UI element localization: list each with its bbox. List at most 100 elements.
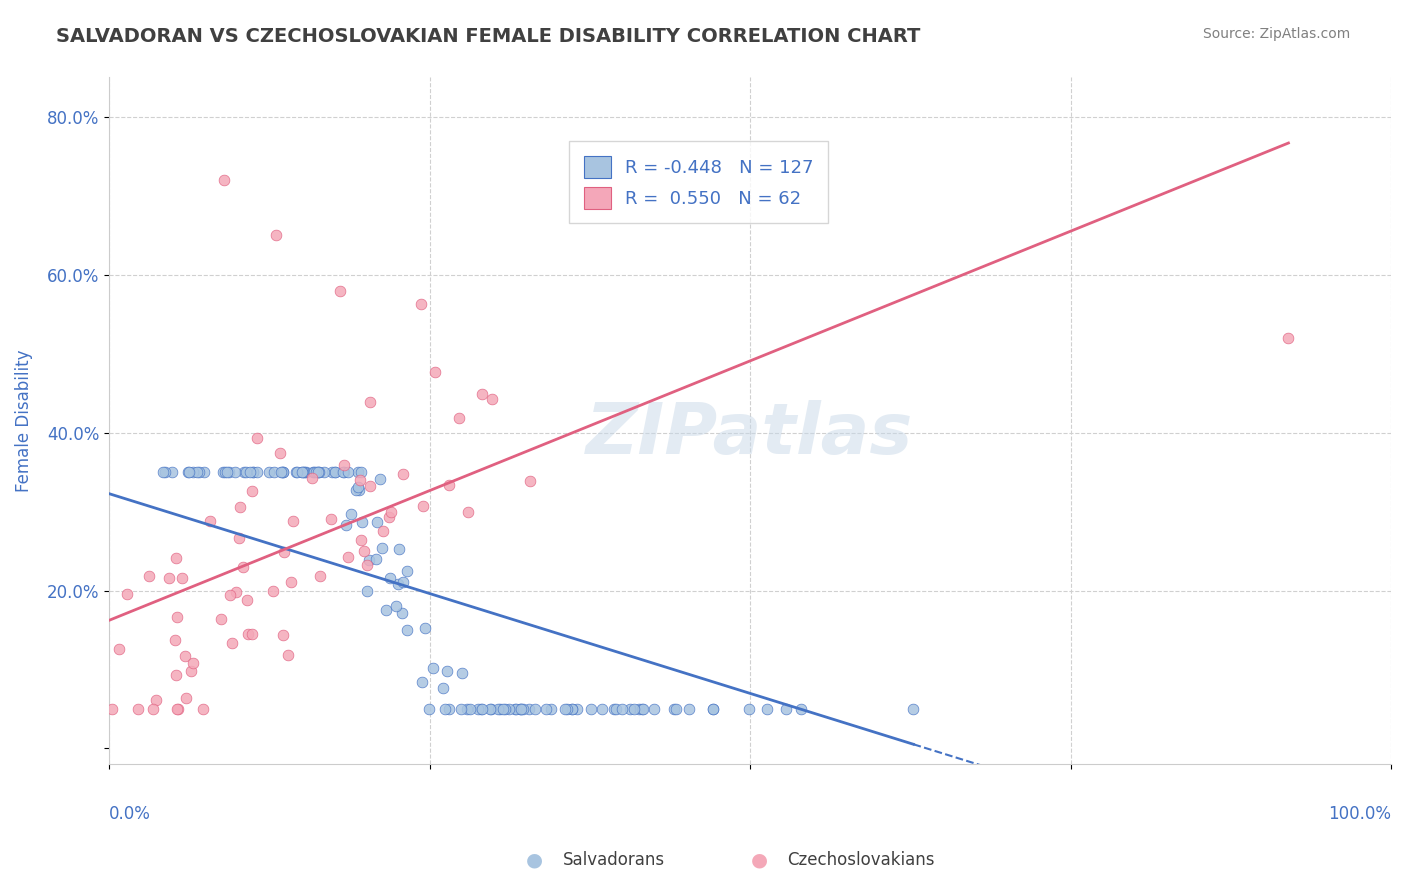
Point [242, 483, 264, 498]
Point [307, 465, 329, 479]
Point [163, 633, 186, 648]
Point [170, 571, 193, 585]
Point [357, 553, 380, 567]
Point [257, 465, 280, 479]
Point [411, 296, 433, 310]
Point [623, 702, 645, 716]
Point [309, 569, 332, 583]
Point [479, 702, 502, 716]
Point [447, 411, 470, 425]
Point [567, 702, 589, 716]
Point [225, 585, 247, 599]
Point [412, 499, 434, 513]
Point [117, 587, 139, 601]
Point [302, 465, 325, 479]
Point [269, 446, 291, 460]
Point [631, 702, 654, 716]
Point [432, 681, 454, 695]
Point [353, 544, 375, 558]
Point [413, 621, 436, 635]
Point [239, 465, 262, 479]
Point [193, 465, 215, 479]
Point [418, 702, 440, 716]
Text: SALVADORAN VS CZECHOSLOVAKIAN FEMALE DISABILITY CORRELATION CHART: SALVADORAN VS CZECHOSLOVAKIAN FEMALE DIS… [56, 27, 921, 45]
Point [411, 674, 433, 689]
Point [218, 588, 240, 602]
Point [561, 702, 583, 716]
Point [285, 465, 308, 479]
Point [242, 465, 264, 479]
Point [336, 550, 359, 565]
Text: 100.0%: 100.0% [1329, 805, 1391, 823]
Text: 0.0%: 0.0% [110, 805, 150, 823]
Point [277, 648, 299, 662]
Point [439, 702, 461, 716]
Point [627, 702, 650, 716]
Point [505, 702, 527, 716]
Point [340, 507, 363, 521]
Point [198, 514, 221, 528]
Point [373, 524, 395, 538]
Point [174, 691, 197, 706]
Point [450, 702, 472, 716]
Point [451, 666, 474, 681]
Point [366, 552, 388, 566]
Text: ●: ● [526, 850, 543, 869]
Point [619, 702, 641, 716]
Point [142, 702, 165, 716]
Point [524, 702, 547, 716]
Point [388, 541, 411, 556]
Point [221, 636, 243, 650]
Point [470, 702, 492, 716]
Point [380, 505, 402, 519]
Point [228, 500, 250, 514]
Point [292, 465, 315, 479]
Point [359, 394, 381, 409]
Point [180, 664, 202, 678]
Point [346, 483, 368, 497]
Point [384, 599, 406, 614]
Point [436, 664, 458, 678]
Point [307, 465, 329, 479]
Point [460, 702, 482, 716]
Point [678, 702, 700, 716]
Point [301, 471, 323, 485]
Point [236, 627, 259, 641]
Point [395, 623, 418, 637]
Text: ●: ● [751, 850, 768, 869]
Point [246, 465, 269, 479]
Point [510, 702, 533, 716]
Point [127, 702, 149, 716]
Point [321, 465, 343, 479]
Point [295, 465, 318, 479]
Point [467, 702, 489, 716]
Point [456, 702, 478, 716]
Point [165, 550, 187, 565]
Point [100, 702, 122, 716]
Point [152, 465, 174, 479]
Point [756, 702, 779, 716]
Point [302, 465, 325, 479]
Point [374, 603, 396, 617]
Point [534, 702, 557, 716]
Point [509, 702, 531, 716]
Point [270, 465, 292, 479]
Text: Czechoslovakians: Czechoslovakians [787, 851, 935, 869]
Point [664, 702, 686, 716]
Point [332, 465, 354, 479]
Point [291, 465, 314, 479]
Point [235, 465, 257, 479]
Point [264, 228, 287, 243]
Point [498, 702, 520, 716]
Point [108, 641, 131, 656]
Point [494, 702, 516, 716]
Point [478, 702, 501, 716]
Point [603, 702, 626, 716]
Point [179, 465, 201, 479]
Point [215, 465, 238, 479]
Point [554, 702, 576, 716]
Point [157, 571, 180, 585]
Point [281, 514, 304, 528]
Point [396, 564, 419, 578]
Point [271, 628, 294, 642]
